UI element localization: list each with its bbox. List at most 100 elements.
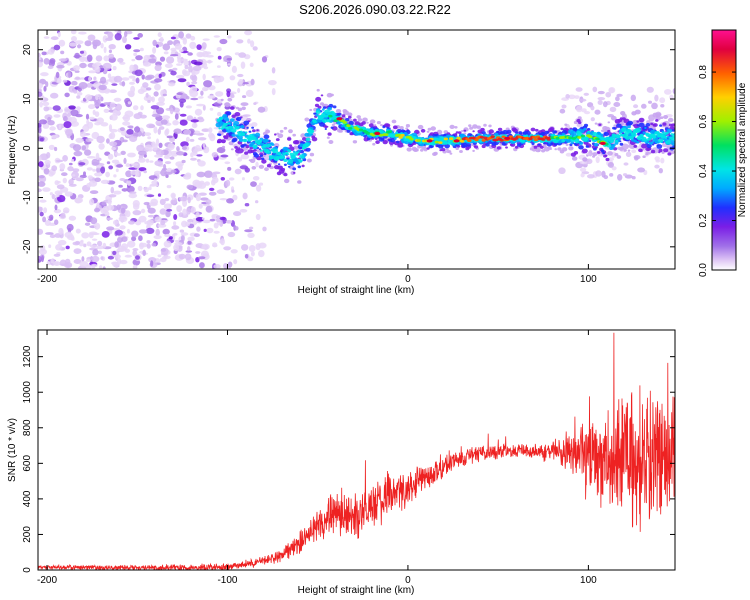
spectrogram-ridge-blob bbox=[646, 143, 652, 149]
spectrogram-noise-blob bbox=[226, 90, 231, 98]
spectrogram-noise-blob bbox=[39, 101, 43, 108]
spectrogram-noise-blob bbox=[42, 101, 50, 107]
spectrogram-noise-blob bbox=[146, 219, 154, 226]
spectrogram-ridge-blob bbox=[554, 148, 557, 151]
spectrogram-ridge-blob bbox=[488, 129, 494, 134]
spectrogram-ridge-core bbox=[533, 138, 539, 142]
spectrogram-noise-blob bbox=[42, 123, 50, 129]
spectrogram-noise-blob bbox=[151, 113, 161, 118]
spectrogram-noise-blob bbox=[230, 249, 238, 254]
spectrogram-ridge-blob bbox=[230, 128, 237, 133]
spectrogram-noise-blob bbox=[155, 44, 159, 48]
spectrogram-noise-blob bbox=[64, 231, 73, 238]
spectrogram-noise-blob bbox=[190, 152, 194, 158]
spectrogram-noise-blob bbox=[90, 263, 98, 268]
spectrogram-noise-blob bbox=[191, 122, 198, 129]
spectrogram-noise-blob bbox=[38, 255, 42, 263]
spectrogram-noise-blob bbox=[131, 58, 136, 62]
spectrogram-noise-blob bbox=[168, 236, 173, 240]
spectrogram-noise-blob bbox=[81, 145, 87, 151]
spectrogram-noise-blob bbox=[219, 198, 228, 201]
spectrogram-noise-blob bbox=[43, 36, 50, 39]
spectrogram-noise-blob bbox=[248, 245, 256, 252]
spectrogram-noise-blob bbox=[195, 193, 201, 202]
spectrogram-noise-blob bbox=[38, 119, 48, 125]
spectrogram-ridge-blob bbox=[306, 158, 312, 163]
spectrogram-noise-blob bbox=[212, 242, 218, 248]
spectrogram-ridge-blob bbox=[616, 123, 622, 128]
spectrogram-noise-blob bbox=[212, 171, 221, 175]
spectrogram-ridge-blob bbox=[609, 136, 616, 141]
spectrogram-y-tick-label: 0 bbox=[22, 145, 33, 151]
spectrogram-noise-blob bbox=[198, 52, 206, 57]
spectrogram-noise-blob bbox=[91, 238, 98, 241]
spectrogram-noise-blob bbox=[242, 82, 249, 85]
spectrogram-ridge-blob bbox=[405, 124, 410, 128]
spectrogram-noise-blob bbox=[113, 174, 117, 178]
spectrogram-noise-blob bbox=[154, 160, 163, 167]
spectrogram-noise-blob bbox=[121, 81, 126, 87]
spectrogram-noise-blob bbox=[55, 244, 63, 251]
spectrogram-ridge-core bbox=[595, 137, 600, 141]
spectrogram-noise-blob bbox=[242, 95, 247, 99]
spectrogram-noise-blob bbox=[76, 92, 83, 96]
spectrogram-noise-blob bbox=[646, 86, 654, 93]
spectrogram-noise-blob bbox=[117, 245, 127, 252]
spectrogram-noise-blob bbox=[237, 88, 241, 93]
snr-y-tick-label: 1000 bbox=[22, 381, 33, 404]
spectrogram-noise-blob bbox=[105, 37, 113, 42]
spectrogram-noise-blob bbox=[71, 80, 78, 86]
spectrogram-noise-blob bbox=[202, 86, 209, 92]
spectrogram-ridge-blob bbox=[426, 130, 430, 133]
spectrogram-noise-blob bbox=[112, 250, 117, 256]
spectrogram-ridge-core bbox=[467, 139, 472, 143]
spectrogram-ridge-blob bbox=[311, 137, 318, 142]
spectrogram-ridge-core bbox=[387, 130, 393, 134]
spectrogram-ridge-blob bbox=[466, 143, 471, 147]
spectrogram-noise-blob bbox=[128, 193, 138, 199]
spectrogram-noise-blob bbox=[127, 240, 136, 248]
spectrogram-noise-blob bbox=[187, 218, 194, 223]
spectrogram-noise-blob bbox=[44, 159, 51, 165]
spectrogram-noise-blob bbox=[157, 193, 162, 197]
spectrogram-noise-blob bbox=[89, 138, 94, 142]
spectrogram-noise-blob bbox=[213, 35, 220, 38]
spectrogram-ridge-blob bbox=[249, 158, 256, 163]
spectrogram-noise-blob bbox=[48, 171, 54, 177]
spectrogram-noise-blob bbox=[193, 233, 200, 238]
spectrogram-ridge-blob bbox=[506, 129, 512, 134]
spectrogram-ridge-blob bbox=[561, 139, 566, 143]
spectrogram-ridge-blob bbox=[561, 147, 568, 152]
spectrogram-noise-blob bbox=[176, 63, 183, 66]
spectrogram-noise-blob bbox=[146, 87, 152, 91]
spectrogram-ridge-blob bbox=[617, 134, 621, 138]
spectrogram-noise-blob bbox=[216, 189, 225, 194]
spectrogram-noise-blob bbox=[38, 127, 42, 134]
spectrogram-ridge-blob bbox=[543, 142, 546, 145]
spectrogram-ridge-blob bbox=[614, 139, 619, 143]
spectrogram-noise-blob bbox=[107, 31, 114, 39]
spectrogram-noise-blob bbox=[73, 248, 82, 255]
spectrogram-ridge-core bbox=[580, 134, 586, 138]
spectrogram-ridge-blob bbox=[499, 131, 504, 134]
spectrogram-noise-blob bbox=[115, 229, 123, 236]
spectrogram-noise-blob bbox=[196, 103, 205, 107]
spectrogram-ridge-blob bbox=[427, 127, 432, 131]
spectrogram-noise-blob bbox=[160, 218, 168, 221]
spectrogram-noise-blob bbox=[252, 46, 258, 51]
spectrogram-ridge-blob bbox=[593, 147, 597, 151]
spectrogram-noise-blob bbox=[68, 215, 77, 221]
spectrogram-noise-blob bbox=[73, 150, 83, 157]
spectrogram-noise-blob bbox=[177, 57, 182, 63]
spectrogram-noise-blob bbox=[91, 158, 100, 166]
spectrogram-noise-blob bbox=[42, 216, 47, 223]
spectrogram-ridge-blob bbox=[565, 143, 569, 146]
spectrogram-noise-blob bbox=[268, 80, 277, 86]
spectrogram-ridge-blob bbox=[305, 147, 311, 152]
spectrogram-noise-blob bbox=[183, 129, 192, 135]
spectrogram-noise-blob bbox=[48, 144, 55, 150]
spectrogram-ridge-blob bbox=[593, 142, 599, 147]
spectrogram-ridge-blob bbox=[597, 151, 601, 154]
spectrogram-noise-blob bbox=[109, 141, 118, 147]
spectrogram-noise-blob bbox=[605, 91, 612, 98]
